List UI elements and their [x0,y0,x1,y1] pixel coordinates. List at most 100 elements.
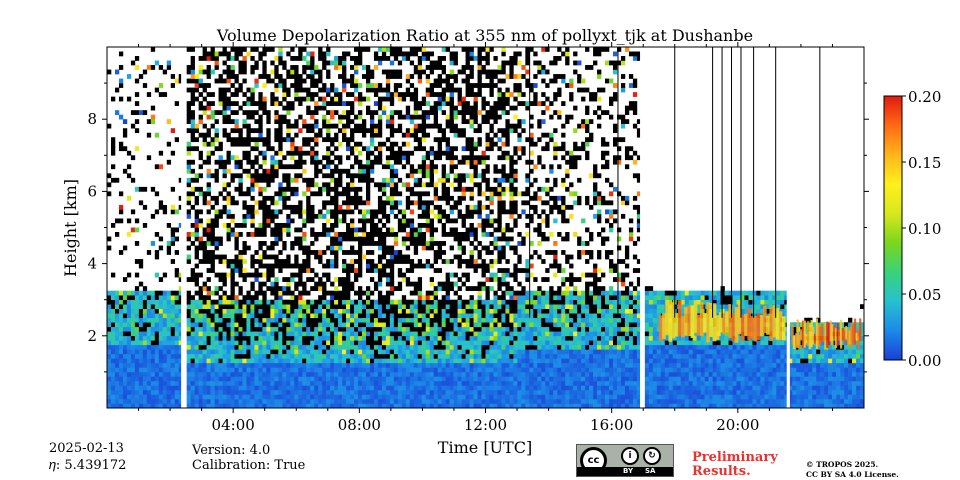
heatmap-cell [242,403,247,408]
heatmap-cell [373,331,379,337]
heatmap-cell [186,164,191,170]
heatmap-cell [437,358,442,364]
heatmap-cell [258,137,263,143]
heatmap-cell [118,371,124,377]
heatmap-cell [262,218,267,224]
heatmap-cell [258,385,263,391]
heatmap-cell [238,159,243,165]
heatmap-cell [409,186,415,192]
heatmap-cell [126,389,132,395]
heatmap-cell [469,371,474,377]
heatmap-cell [350,227,355,233]
heatmap-cell [346,353,351,359]
heatmap-cell [194,222,199,228]
heatmap-cell [210,290,215,296]
heatmap-cell [326,60,331,66]
heatmap-cell [318,281,323,287]
heatmap-cell [214,159,219,165]
heatmap-cell [310,362,315,368]
heatmap-cell [290,385,295,391]
heatmap-cell [405,87,411,93]
heatmap-cell [429,222,435,228]
heatmap-cell [469,259,474,264]
heatmap-cell [150,326,156,332]
heatmap-cell [354,87,359,93]
heatmap-cell [445,150,450,156]
heatmap-cell [107,385,112,391]
heatmap-cell [350,313,355,319]
heatmap-cell [389,182,395,188]
heatmap-cell [373,322,379,328]
heatmap-cell [354,186,359,192]
heatmap-cell [166,380,172,386]
heatmap-cell [302,141,307,147]
heatmap-cell [206,159,211,165]
heatmap-cell [318,277,323,282]
heatmap-cell [270,371,275,377]
heatmap-cell [202,394,207,400]
heatmap-cell [369,362,375,368]
heatmap-cell [481,263,486,269]
heatmap-cell [238,353,243,359]
heatmap-cell [310,367,315,373]
heatmap-cell [270,227,275,233]
heatmap-cell [158,245,164,251]
heatmap-cell [274,110,279,115]
heatmap-cell [306,250,311,255]
heatmap-cell [138,344,144,350]
heatmap-cell [397,155,403,161]
heatmap-cell [282,349,287,355]
heatmap-cell [250,69,255,75]
heatmap-cell [218,259,223,264]
heatmap-cell [306,353,311,359]
heatmap-cell [166,344,172,350]
heatmap-cell [453,128,458,134]
heatmap-cell [417,313,423,319]
heatmap-cell [389,128,395,134]
heatmap-cell [226,168,231,174]
heatmap-cell [417,353,423,359]
heatmap-cell [322,263,327,269]
heatmap-cell [365,385,371,391]
heatmap-cell [294,313,299,319]
heatmap-cell [417,385,423,391]
heatmap-cell [298,371,303,377]
heatmap-cell [230,403,235,408]
heatmap-cell [130,155,136,161]
heatmap-cell [417,394,423,400]
heatmap-cell [473,182,478,188]
heatmap-cell [437,101,442,106]
heatmap-cell [493,295,498,300]
heatmap-cell [449,380,454,386]
heatmap-cell [274,385,279,391]
heatmap-cell [429,209,435,215]
heatmap-cell [166,394,172,400]
heatmap-cell [461,259,466,264]
heatmap-cell [114,398,120,404]
heatmap-cell [122,245,128,251]
heatmap-cell [238,371,243,377]
heatmap-cell [282,398,287,404]
heatmap-cell [178,322,183,328]
heatmap-cell [369,349,375,355]
heatmap-cell [441,389,446,395]
heatmap-cell [441,110,446,115]
heatmap-cell [377,105,383,111]
heatmap-cell [254,250,259,255]
heatmap-cell [262,358,267,364]
heatmap-cell [453,304,458,310]
heatmap-cell [477,182,482,188]
heatmap-cell [266,326,271,332]
heatmap-cell [266,317,271,323]
heatmap-cell [497,304,502,310]
heatmap-cell [258,358,263,364]
heatmap-cell [485,119,490,125]
heatmap-cell [377,195,383,201]
heatmap-cell [417,69,423,75]
heatmap-cell [481,69,486,75]
heatmap-cell [429,389,435,395]
heatmap-cell [425,114,431,120]
heatmap-cell [389,380,395,386]
heatmap-cell [326,317,331,323]
heatmap-cell [461,114,466,120]
